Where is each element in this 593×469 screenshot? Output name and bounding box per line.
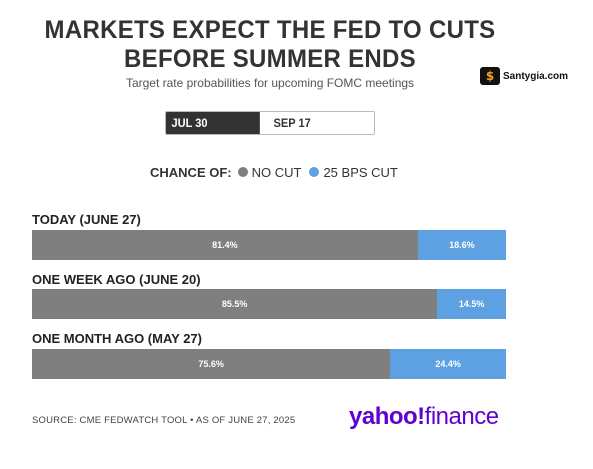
logo-yahoo: yahoo! (349, 403, 425, 430)
bar-segment-no-cut: 81.4% (32, 230, 418, 260)
legend-title: CHANCE OF: (150, 164, 232, 180)
title-line-1: MARKETS EXPECT THE FED TO CUTS (44, 16, 496, 44)
watermark: $ Santygia.com (480, 66, 568, 86)
row-label-0: TODAY (JUNE 27) (32, 212, 141, 227)
bar-segment-no-cut: 75.6% (32, 349, 391, 379)
bar-segment-no-cut: 85.5% (32, 289, 438, 319)
bar-segment-25-bps-cut: 14.5% (437, 289, 506, 319)
row-label-1: ONE WEEK AGO (JUNE 20) (32, 272, 201, 287)
source-note: SOURCE: CME FEDWATCH TOOL • AS OF JUNE 2… (32, 415, 296, 426)
chart-title: MARKETS EXPECT THE FED TO CUTS BEFORE SU… (11, 16, 529, 74)
legend-label-no-cut: NO CUT (251, 164, 302, 180)
data-label-25-bps-cut: 14.5% (458, 299, 485, 309)
logo-finance: finance (424, 403, 499, 430)
bar-row-1: 85.5% 14.5% (32, 289, 506, 319)
legend-item-25-bps-cut: 25 BPS CUT (309, 164, 398, 180)
legend: CHANCE OF: NO CUT 25 BPS CUT (150, 164, 406, 180)
title-line-2: BEFORE SUMMER ENDS (124, 45, 416, 73)
watermark-logo-icon: $ (480, 67, 500, 85)
yahoo-finance-logo: yahoo!finance (349, 403, 499, 431)
meeting-toggle: JUL 30 MEETING SEP 17 MEETING (165, 111, 375, 135)
bar-segment-25-bps-cut: 24.4% (390, 349, 506, 379)
legend-swatch-no-cut (237, 167, 248, 177)
data-label-25-bps-cut: 24.4% (435, 359, 461, 369)
chart-subtitle: Target rate probabilities for upcoming F… (125, 76, 415, 90)
legend-swatch-25-bps-cut (309, 167, 320, 177)
tab-jul-30-meeting[interactable]: JUL 30 MEETING (166, 112, 260, 134)
legend-item-no-cut: NO CUT (237, 164, 302, 180)
watermark-text: Santygia.com (503, 70, 569, 82)
bar-row-0: 81.4% 18.6% (32, 230, 506, 260)
bar-row-2: 75.6% 24.4% (32, 349, 506, 379)
tab-sep-17-meeting[interactable]: SEP 17 MEETING (268, 112, 366, 134)
data-label-no-cut: 81.4% (212, 240, 238, 250)
data-label-no-cut: 75.6% (198, 359, 224, 369)
data-label-25-bps-cut: 18.6% (449, 240, 475, 250)
legend-label-25-bps-cut: 25 BPS CUT (323, 164, 398, 180)
row-label-2: ONE MONTH AGO (MAY 27) (32, 331, 202, 346)
bar-segment-25-bps-cut: 18.6% (417, 230, 506, 260)
data-label-no-cut: 85.5% (221, 299, 248, 309)
